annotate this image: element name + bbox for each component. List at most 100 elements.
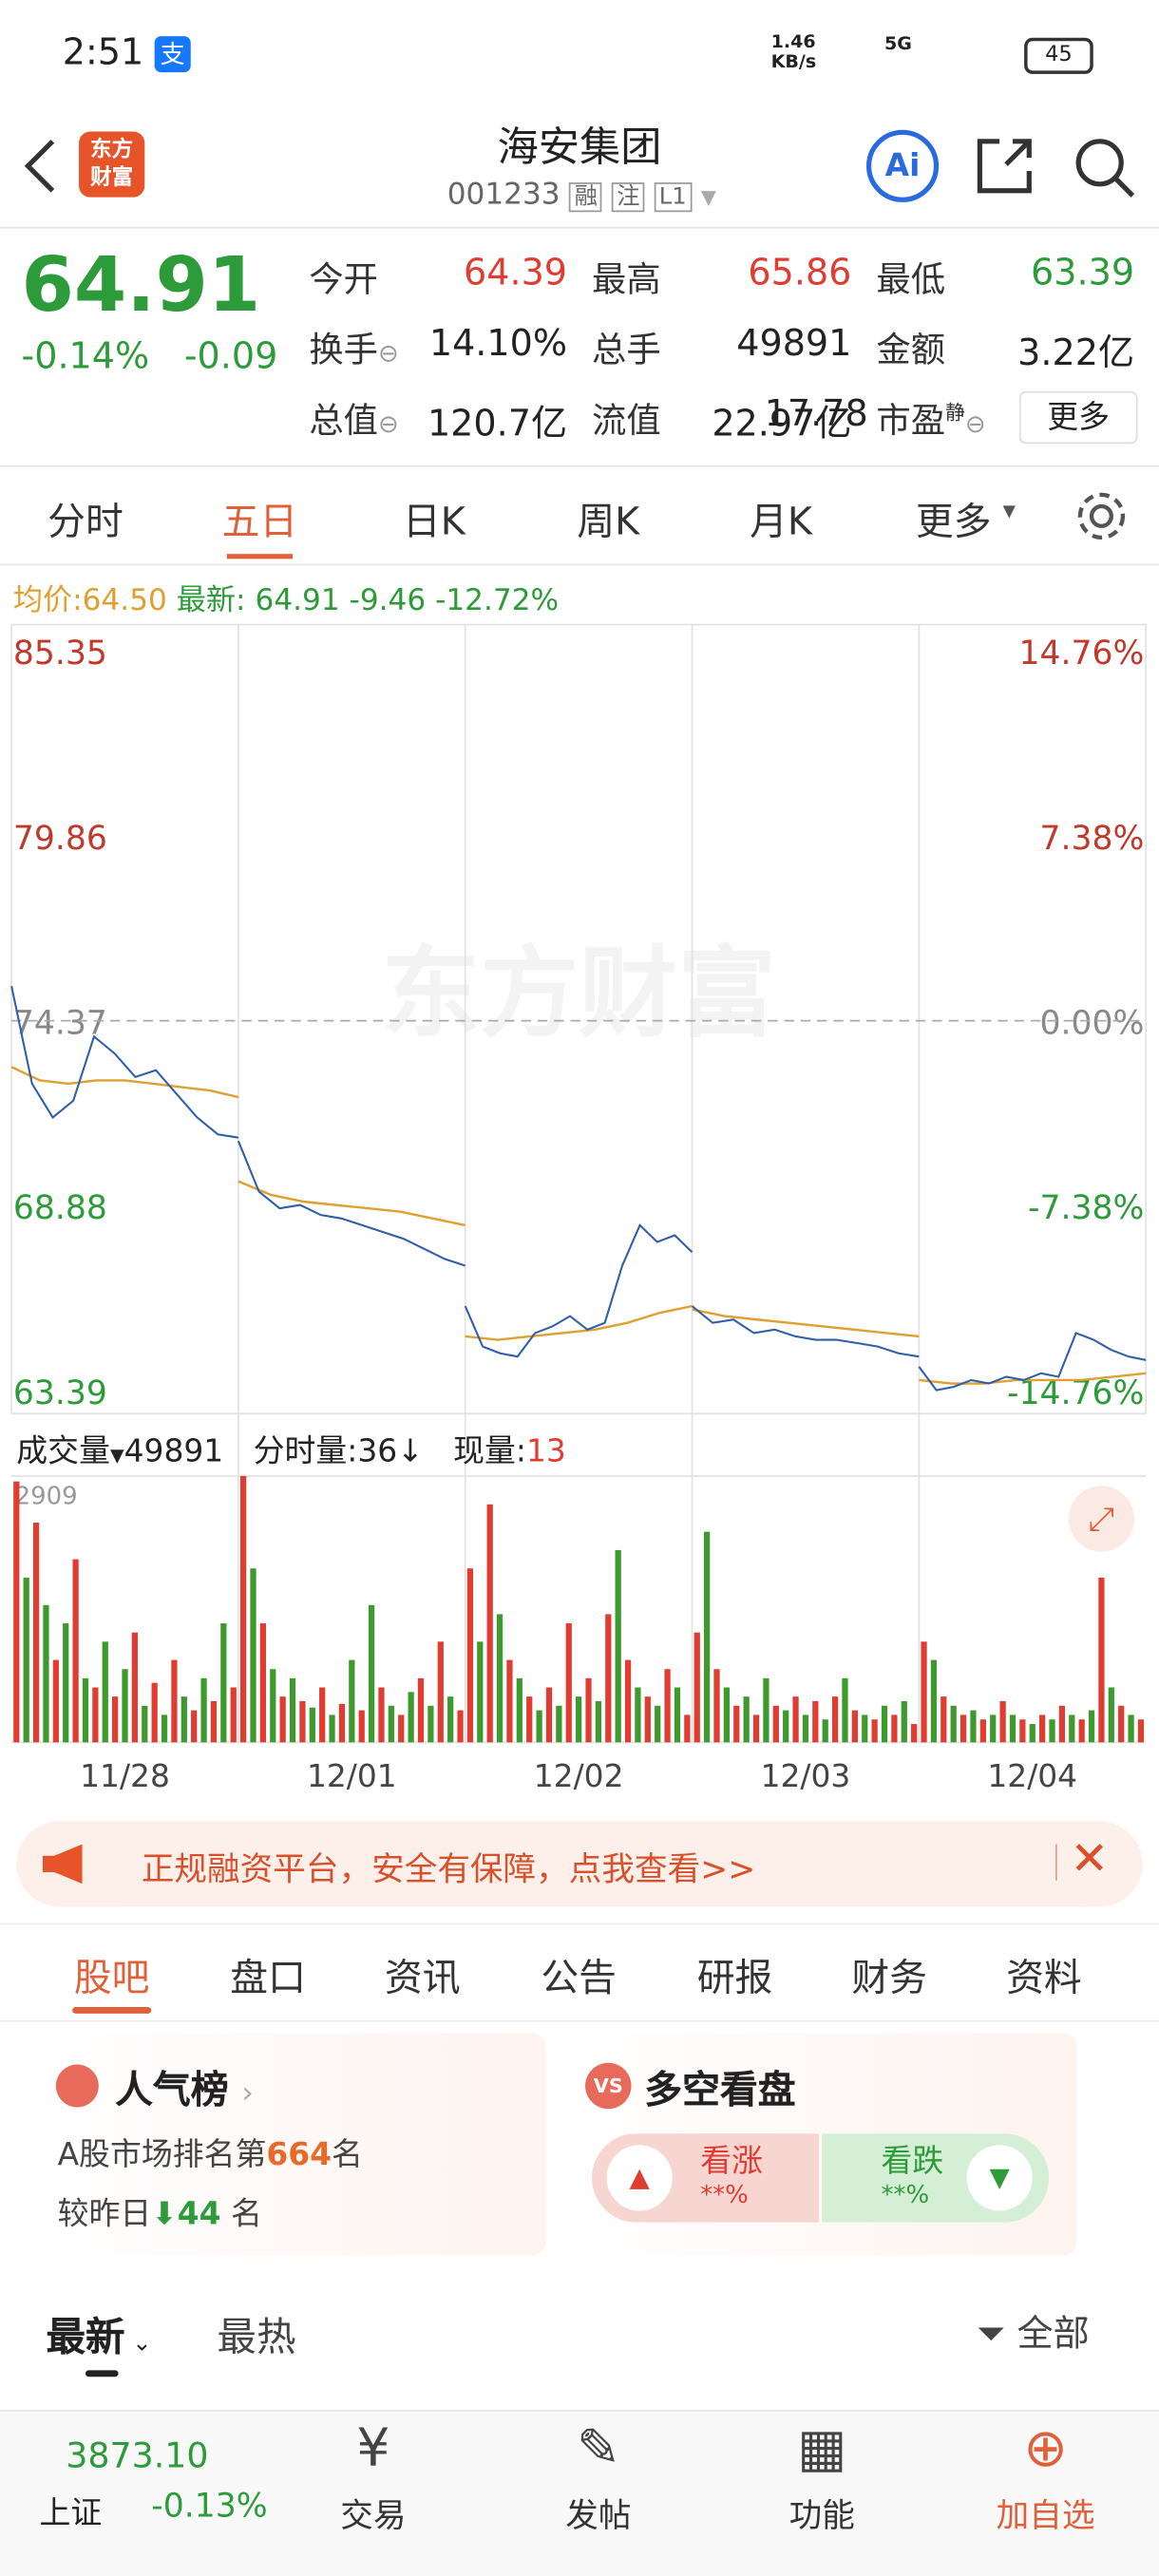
volume-bar (338, 1703, 346, 1743)
volume-bar (102, 1641, 108, 1743)
volume-bar (171, 1659, 178, 1743)
text: A股市场排名第 (57, 2136, 267, 2173)
content-tab[interactable]: 盘口 (230, 1958, 306, 2001)
bottom-icon[interactable]: ¥ (356, 2415, 390, 2479)
now-label: 现量: (453, 1432, 526, 1470)
volume-bar (713, 1669, 720, 1743)
bottom-icon[interactable]: ▦ (797, 2415, 847, 2479)
bottom-item[interactable]: 发帖 (565, 2494, 632, 2535)
chart-tab[interactable]: 日K (402, 501, 466, 544)
close-banner[interactable]: ✕ (1070, 1830, 1110, 1885)
more-button[interactable]: 更多 (1018, 390, 1138, 445)
stat-label: 金额 (876, 324, 945, 373)
y-tick-label: 63.39 (13, 1374, 107, 1412)
volume-bar (595, 1700, 602, 1743)
rank-icon (55, 2064, 99, 2108)
divider (0, 464, 1159, 467)
active-indicator (72, 2006, 152, 2014)
ai-button[interactable]: Ai (865, 129, 940, 202)
volume-bar (457, 1710, 464, 1743)
content-tab[interactable]: 研报 (696, 1958, 773, 2001)
volume-bar (496, 1614, 504, 1743)
stat-label: 最高 (592, 253, 661, 302)
rank-card[interactable] (36, 2033, 546, 2256)
volume-bar (92, 1687, 99, 1743)
label-text: 最高 (591, 259, 661, 299)
info-icon[interactable]: ⊖ (378, 338, 399, 369)
index-value[interactable]: 3873.10 (66, 2435, 209, 2476)
latest: 64.91 (255, 583, 340, 618)
price-line (464, 1223, 694, 1358)
active-indicator (85, 2370, 119, 2377)
expand-button[interactable]: ⤢ (1068, 1486, 1135, 1552)
back-button[interactable] (20, 138, 63, 194)
bottom-bar (0, 2409, 1159, 2576)
stat-label: 总手 (592, 324, 661, 373)
price-line (10, 985, 239, 1139)
chg: -9.46 (349, 583, 427, 618)
settings-button[interactable] (1074, 488, 1130, 544)
feed-hot[interactable]: 最热 (217, 2314, 296, 2360)
content-tab[interactable]: 财务 (851, 1958, 928, 2001)
banner-text[interactable]: 正规融资平台，安全有保障，点我查看>> (141, 1848, 756, 1889)
banner[interactable] (16, 1821, 1143, 1907)
volume-bar (13, 1481, 20, 1743)
volume-bar (1088, 1710, 1095, 1743)
caret: ▼ (1002, 502, 1016, 521)
volume-bar (1108, 1687, 1114, 1743)
rank-title[interactable]: 人气榜 › (115, 2058, 254, 2114)
volume-bar (1019, 1719, 1026, 1743)
feed-filter[interactable]: ⏷ 全部 (977, 2304, 1090, 2357)
share-button[interactable] (973, 135, 1036, 198)
volume-bar (743, 1696, 750, 1743)
label-text: 流值 (591, 401, 661, 441)
volume-bar (911, 1724, 918, 1743)
volume-bar (506, 1659, 513, 1743)
chart-tab[interactable]: 周K (577, 501, 640, 544)
chart-tab[interactable]: 月K (750, 501, 812, 544)
volume-bar (259, 1623, 266, 1743)
chart-tab[interactable]: 更多 (915, 501, 992, 544)
price-line (691, 1305, 920, 1358)
content-tab[interactable]: 资料 (1006, 1958, 1082, 2001)
volume-bar (1029, 1724, 1036, 1743)
volume-bar (1098, 1577, 1105, 1743)
info-icon[interactable]: ⊖ (964, 408, 986, 440)
bottom-item[interactable]: 交易 (340, 2494, 407, 2535)
volume-bar (230, 1687, 237, 1743)
bottom-icon[interactable]: ⊕ (1023, 2415, 1068, 2479)
chart: 东方财富 85.35 14.76% 79.86 7.38% 74.37 0.00% 68.88… (10, 623, 1148, 1794)
volume-bar (131, 1632, 139, 1743)
bottom-item[interactable]: 加自选 (996, 2494, 1095, 2535)
dropdown-caret[interactable]: ▼ (700, 185, 716, 209)
content-tab[interactable]: 公告 (541, 1958, 617, 2001)
index-name[interactable]: 上证 (39, 2494, 103, 2531)
date-label: 12/03 (761, 1757, 851, 1794)
info-icon[interactable]: ⊖ (378, 408, 399, 440)
volume-bar (63, 1623, 69, 1743)
tag: 注 (612, 182, 645, 213)
volume-bar (1118, 1705, 1125, 1743)
volume-bar (752, 1714, 760, 1743)
content-tab[interactable]: 资讯 (384, 1958, 461, 2001)
text: 较昨日 (57, 2195, 152, 2233)
bottom-item[interactable]: 功能 (788, 2494, 855, 2535)
stat-value: 64.39 (464, 253, 568, 294)
logo-line: 财富 (90, 165, 134, 191)
now: 13 (525, 1432, 566, 1470)
price-info: 均价:64.50 最新: 64.91 -9.46 -12.72% (13, 577, 559, 619)
chart-tab[interactable]: 分时 (48, 501, 124, 544)
bottom-icon[interactable]: ✎ (576, 2415, 621, 2479)
volume-bar (536, 1710, 542, 1743)
chart-tab[interactable]: 五日 (221, 501, 298, 544)
feed-latest[interactable]: 最新 ⌄ (46, 2304, 151, 2362)
volume-bar (1078, 1719, 1085, 1743)
rank-number: 664 (266, 2136, 332, 2173)
volume-label[interactable]: 成交量 (16, 1432, 110, 1470)
volume-bar (792, 1696, 799, 1743)
down-pct: **% (881, 2179, 930, 2209)
content-tab[interactable]: 股吧 (73, 1958, 150, 2001)
volume-bar (644, 1696, 651, 1743)
search-button[interactable] (1072, 135, 1137, 200)
